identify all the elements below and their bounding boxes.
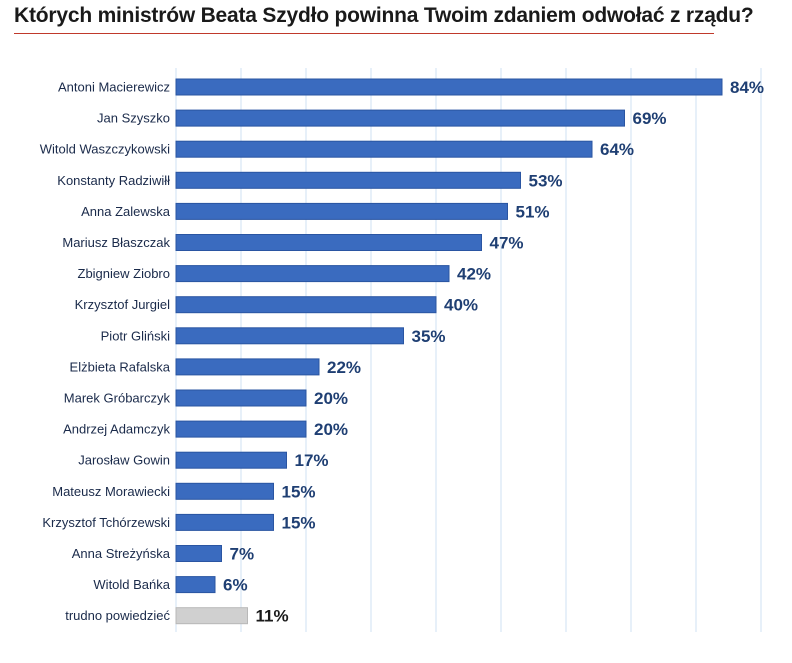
bar [175, 296, 437, 314]
category-label: Mariusz Błaszczak [62, 235, 170, 250]
value-label: 7% [230, 545, 255, 564]
category-label: Piotr Gliński [101, 328, 170, 343]
category-label: Antoni Macierewicz [58, 80, 170, 95]
value-label: 15% [282, 513, 316, 532]
bar [175, 420, 307, 438]
bar [175, 202, 508, 220]
bar [175, 513, 274, 531]
value-label: 22% [327, 358, 361, 377]
value-label: 20% [314, 420, 348, 439]
category-label: Mateusz Morawiecki [52, 484, 170, 499]
value-label: 35% [412, 327, 446, 346]
bar [175, 171, 521, 189]
value-label: 69% [633, 109, 667, 128]
category-label: Elżbieta Rafalska [70, 359, 171, 374]
category-label: Anna Zalewska [81, 204, 171, 219]
category-label: Krzysztof Tchórzewski [42, 515, 170, 530]
category-label: Jan Szyszko [97, 111, 170, 126]
category-labels: Antoni Macierewicz Jan Szyszko Witold Wasz… [40, 80, 171, 624]
value-label: 47% [490, 234, 524, 253]
category-label: Krzysztof Jurgiel [75, 297, 170, 312]
bars [175, 78, 723, 625]
value-label: 53% [529, 171, 563, 190]
category-label: Witold Waszczykowski [40, 142, 170, 157]
value-label: 51% [516, 202, 550, 221]
bar [175, 358, 320, 376]
bar [175, 482, 274, 500]
bar [175, 234, 482, 251]
category-label: Zbigniew Ziobro [78, 266, 171, 281]
value-label: 11% [256, 607, 289, 626]
bar [175, 109, 625, 127]
bar [175, 265, 450, 283]
title-underline [14, 33, 714, 34]
category-label: trudno powiedzieć [65, 608, 170, 623]
value-label: 6% [223, 576, 248, 595]
bar [175, 545, 222, 562]
bar [175, 140, 593, 158]
bar [175, 451, 287, 469]
bar [175, 327, 404, 345]
category-label: Jarosław Gowin [78, 453, 170, 468]
bar [175, 607, 248, 625]
value-label: 84% [730, 78, 764, 97]
category-label: Konstanty Radziwiłł [57, 173, 170, 188]
bar [175, 576, 216, 594]
category-label: Marek Gróbarczyk [64, 391, 171, 406]
bar [175, 78, 723, 96]
value-label: 40% [444, 296, 478, 315]
gridlines [175, 68, 762, 632]
category-label: Witold Bańka [93, 577, 170, 592]
value-label: 17% [295, 451, 329, 470]
bar [175, 389, 307, 407]
value-label: 42% [457, 265, 491, 284]
chart-title: Których ministrów Beata Szydło powinna T… [14, 4, 754, 27]
value-labels: 84% 69% 64% 53% 51% 47% 42% 40% 35% 22% 20% 20% 17% 1… [223, 78, 764, 626]
value-label: 64% [600, 140, 634, 159]
value-label: 15% [282, 482, 316, 501]
category-label: Andrzej Adamczyk [63, 422, 170, 437]
category-label: Anna Streżyńska [72, 546, 171, 561]
value-label: 20% [314, 389, 348, 408]
